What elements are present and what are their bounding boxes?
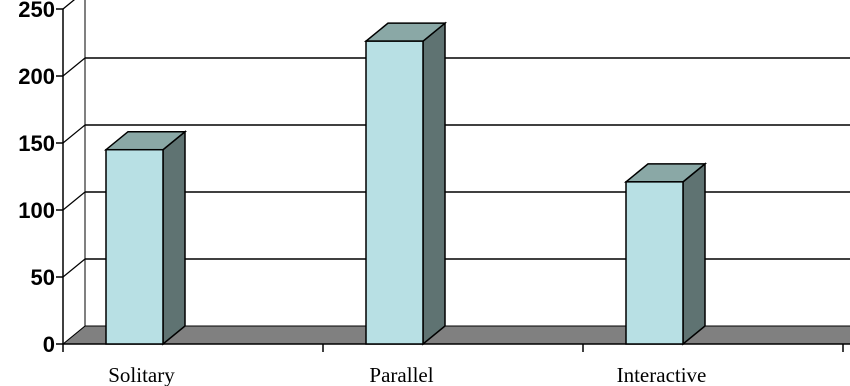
gridline-diagonal <box>62 258 86 278</box>
y-tick-label: 100 <box>18 198 55 223</box>
bar-front-face <box>365 40 424 345</box>
bar-side-face <box>682 162 706 346</box>
x-tick-label: Parallel <box>369 363 433 386</box>
bar-front-face <box>105 148 164 345</box>
axes <box>56 8 850 352</box>
bar-parallel <box>363 21 448 346</box>
gridlines <box>62 0 850 278</box>
y-tick-label: 150 <box>18 131 55 156</box>
y-tick-label: 250 <box>18 0 55 22</box>
y-tick-label: 0 <box>43 332 55 357</box>
side-wall <box>62 0 86 346</box>
bars <box>103 21 708 346</box>
gridline-diagonal <box>62 57 86 77</box>
bar-interactive <box>623 162 708 346</box>
bar-side-face <box>162 130 186 346</box>
gridline-diagonal <box>62 0 75 10</box>
bar-solitary <box>103 130 188 346</box>
gridline-diagonal <box>62 191 86 211</box>
chart-back-wall <box>62 0 86 346</box>
x-tick-label: Solitary <box>108 363 175 386</box>
gridline-diagonal <box>62 124 86 144</box>
x-tick-labels: Solitary Parallel Interactive <box>108 363 706 386</box>
x-tick-label: Interactive <box>617 363 707 386</box>
y-tick-labels: 0 50 100 150 200 250 <box>18 0 55 357</box>
y-tick-label: 50 <box>31 265 55 290</box>
bar-front-face <box>625 181 684 345</box>
bar-side-face <box>422 21 446 346</box>
y-tick-label: 200 <box>18 64 55 89</box>
